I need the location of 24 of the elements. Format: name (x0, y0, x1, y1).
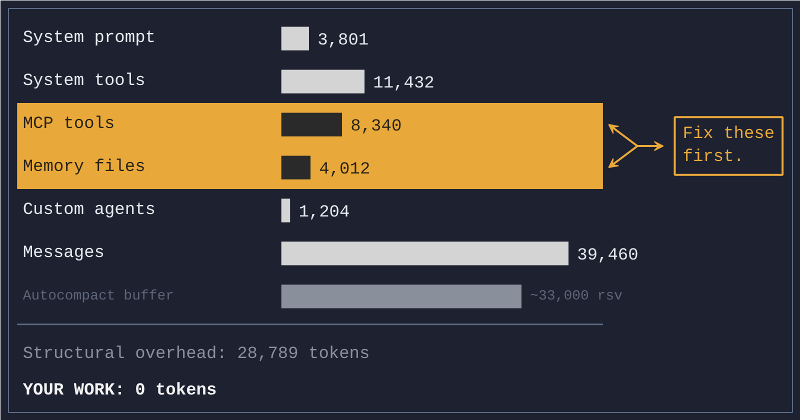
data-label: 3,801 (318, 32, 369, 51)
bar (281, 70, 365, 94)
bar (281, 26, 309, 50)
data-label: 1,204 (298, 204, 350, 222)
data-label: 4,012 (319, 160, 370, 180)
bar (281, 284, 522, 308)
bar (281, 198, 290, 222)
y-tick-label: System tools (22, 72, 146, 92)
y-tick-label: System prompt (22, 29, 156, 48)
bar (281, 242, 568, 266)
data-label: 39,460 (577, 246, 638, 266)
y-tick-label: Autocompact buffer (22, 288, 174, 304)
text: Fix these first. (682, 125, 775, 167)
y-tick-label: MCP tools (22, 115, 115, 134)
text: YOUR WORK: 0 tokens (22, 382, 217, 401)
bar (281, 112, 342, 136)
bar (281, 156, 311, 180)
data-label: 11,432 (373, 74, 434, 94)
text: Structural overhead: 28,789 tokens (22, 344, 370, 364)
data-label: 8,340 (350, 118, 402, 137)
y-tick-label: Custom agents (22, 201, 156, 220)
y-tick-label: Messages (22, 244, 104, 263)
data-label: ~33,000 rsv (530, 288, 623, 304)
y-tick-label: Memory files (22, 158, 146, 178)
